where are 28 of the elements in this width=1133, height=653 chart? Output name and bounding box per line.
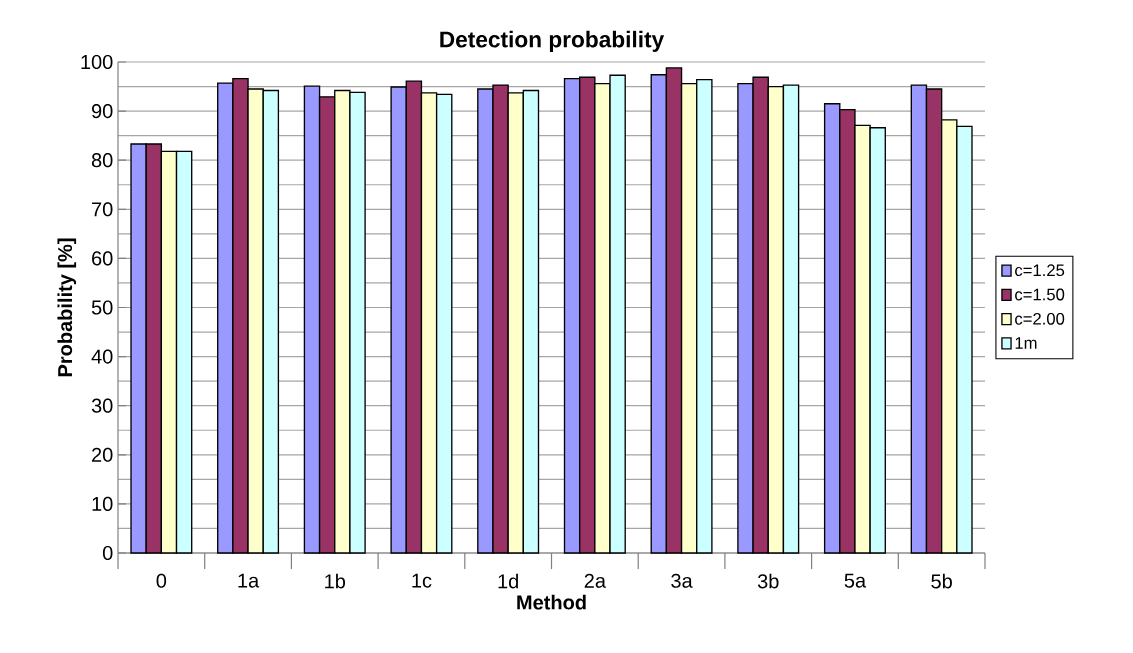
y-tick-label: 70 bbox=[92, 202, 113, 217]
y-tick-label: 100 bbox=[81, 54, 113, 70]
x-axis-title: Method bbox=[517, 594, 586, 610]
y-tick-label: 0 bbox=[102, 545, 113, 561]
legend-label: c=1.50 bbox=[1015, 288, 1065, 301]
x-tick-label: 0 bbox=[156, 573, 167, 588]
x-tick-label: 1c bbox=[412, 573, 432, 588]
legend-label: c=1.25 bbox=[1015, 264, 1065, 277]
y-tick-label: 30 bbox=[91, 398, 113, 413]
x-tick-label: 1a bbox=[238, 573, 260, 588]
y-tick-label: 10 bbox=[92, 496, 113, 511]
x-tick-label: 3a bbox=[671, 573, 693, 588]
y-tick-label: 60 bbox=[92, 251, 113, 266]
chart-title: Detection probability bbox=[440, 30, 665, 52]
y-tick-label: 40 bbox=[91, 349, 113, 364]
x-tick-label: 3b bbox=[757, 573, 779, 589]
legend-label: 1m bbox=[1015, 337, 1037, 349]
x-tick-label: 5b bbox=[931, 573, 952, 589]
x-tick-label: 5a bbox=[844, 573, 867, 588]
y-tick-label: 90 bbox=[91, 104, 113, 119]
x-tick-label: 1d bbox=[498, 573, 518, 589]
x-tick-label: 2a bbox=[584, 573, 606, 588]
legend-label: c=2.00 bbox=[1015, 312, 1065, 325]
y-tick-label: 20 bbox=[92, 447, 113, 462]
y-tick-label: 50 bbox=[91, 300, 113, 315]
x-tick-label: 1b bbox=[325, 573, 346, 589]
y-axis-title: Probability [%] bbox=[57, 238, 77, 377]
y-tick-label: 80 bbox=[91, 153, 113, 168]
